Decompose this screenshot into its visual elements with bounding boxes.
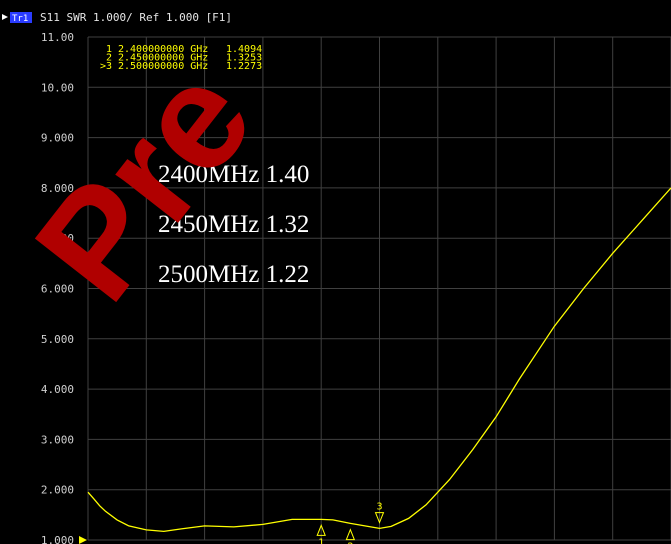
marker-row-value: 1.2273 (226, 61, 262, 72)
y-axis-ticks: 1.000 2.000 3.000 4.000 5.000 6.000 7.000 8.000… (41, 31, 74, 544)
ref-level-arrow-icon (79, 536, 87, 544)
swr-trace (87, 187, 671, 533)
header-bar (0, 0, 671, 22)
marker-label: 1 (318, 537, 324, 544)
annotation-3: 2500MHz 1.22 (158, 261, 309, 288)
marker-row-id: 1 (106, 44, 112, 55)
y-tick-label: 4.000 (41, 383, 74, 396)
marker-triangle-icon (316, 524, 326, 536)
marker-glyphs: 1 2 3 (316, 502, 385, 544)
y-tick-label: 1.000 (41, 534, 74, 544)
trace-arrow-icon (2, 14, 8, 20)
y-tick-label: 5.000 (41, 333, 74, 346)
marker-table: 1 2.400000000 GHz 1.4094 2 2.450000000 GHz 1.… (100, 44, 262, 72)
annotation-2: 2450MHz 1.32 (158, 211, 309, 238)
marker-triangle-icon (345, 528, 356, 541)
y-tick-label: 11.00 (41, 31, 74, 44)
trace-badge-label: Tr1 (12, 14, 28, 24)
y-tick-label: 10.00 (41, 81, 74, 94)
marker-triangle-icon (374, 512, 385, 524)
marker-row-id: 2 (106, 53, 112, 64)
y-tick-label: 2.000 (41, 484, 74, 497)
marker-label: 2 (347, 542, 353, 544)
y-tick-label: 8.000 (41, 182, 74, 195)
y-tick-label: 9.000 (41, 132, 74, 145)
marker-row-freq: 2.450000000 GHz (118, 53, 208, 64)
marker-label: 3 (377, 502, 383, 513)
marker-row-value: 1.4094 (226, 44, 262, 55)
trace-badge[interactable] (10, 12, 32, 23)
marker-row-id: >3 (100, 61, 112, 72)
marker-row-freq: 2.500000000 GHz (118, 61, 208, 72)
y-tick-label: 3.000 (41, 433, 74, 446)
marker-row-value: 1.3253 (226, 53, 262, 64)
annotation-1: 2400MHz 1.40 (158, 161, 309, 188)
trace-header-text: S11 SWR 1.000/ Ref 1.000 [F1] (40, 11, 232, 24)
plot-grid (87, 36, 671, 541)
y-tick-label: 7.000 (41, 232, 74, 245)
marker-row-freq: 2.400000000 GHz (118, 44, 208, 55)
y-tick-label: 6.000 (41, 283, 74, 296)
